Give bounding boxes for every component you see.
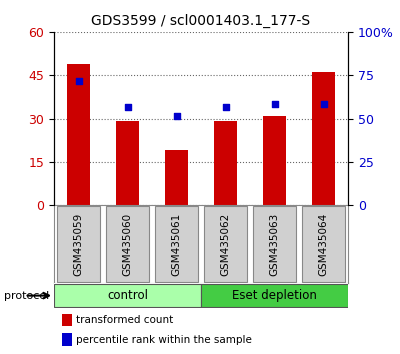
Point: [124, 104, 131, 110]
Bar: [312, 72, 334, 205]
Text: GSM435061: GSM435061: [172, 213, 182, 276]
Bar: [155, 206, 198, 282]
Text: GSM435063: GSM435063: [270, 213, 280, 276]
Bar: [54, 285, 200, 307]
Bar: [264, 116, 286, 205]
Point: [173, 113, 180, 119]
Bar: [68, 64, 90, 205]
Text: GSM435064: GSM435064: [318, 213, 328, 276]
Title: GDS3599 / scl0001403.1_177-S: GDS3599 / scl0001403.1_177-S: [92, 14, 310, 28]
Bar: [202, 285, 348, 307]
Bar: [253, 206, 296, 282]
Point: [75, 78, 82, 84]
Text: percentile rank within the sample: percentile rank within the sample: [76, 335, 252, 345]
Text: control: control: [107, 289, 148, 302]
Bar: [214, 121, 236, 205]
Text: GSM435062: GSM435062: [220, 213, 230, 276]
Text: protocol: protocol: [4, 291, 49, 301]
Point: [222, 104, 229, 110]
Point: [271, 101, 278, 107]
Text: Eset depletion: Eset depletion: [232, 289, 317, 302]
Bar: [302, 206, 345, 282]
Text: GSM435060: GSM435060: [122, 213, 132, 276]
Text: transformed count: transformed count: [76, 315, 173, 325]
Bar: [106, 206, 149, 282]
Text: GSM435059: GSM435059: [74, 213, 84, 276]
Bar: [57, 206, 100, 282]
Bar: [166, 150, 188, 205]
Bar: [116, 121, 138, 205]
Bar: [204, 206, 247, 282]
Point: [320, 101, 327, 107]
